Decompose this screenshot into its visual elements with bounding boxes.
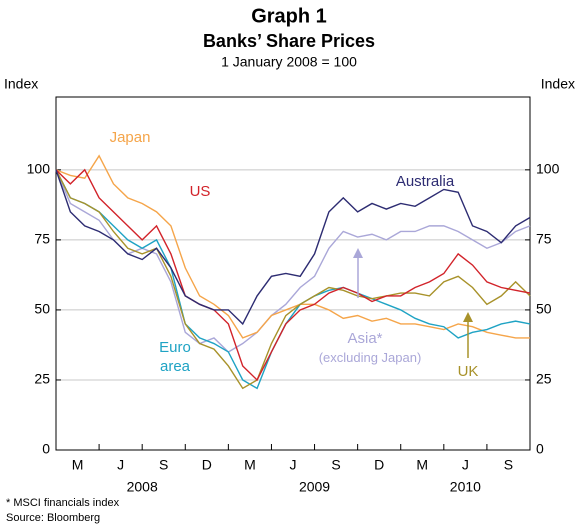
series-line (55, 169, 531, 326)
series-line (55, 168, 531, 382)
x-tick-label: J (290, 457, 297, 473)
series-line (55, 169, 531, 390)
y-tick-label: 75 (34, 231, 50, 247)
y2-tick-label: 75 (536, 231, 552, 247)
plot-frame (55, 96, 531, 451)
y2-tick-label: 25 (536, 371, 552, 387)
x-tick-label: M (416, 457, 428, 473)
x-tick-label: J (117, 457, 124, 473)
series-label: UK (457, 363, 479, 380)
footnote: * MSCI financials index (6, 497, 120, 509)
series-line (55, 154, 530, 339)
series-label: Asia* (347, 330, 383, 347)
chart-subtitle: Banks’ Share Prices (203, 31, 375, 51)
y-tick-label: 0 (42, 441, 50, 457)
y2-tick-label: 50 (536, 301, 552, 317)
series-label: Euro area (159, 339, 191, 375)
y-tick-label: 25 (34, 371, 50, 387)
x-tick-label: D (374, 457, 384, 473)
series-label: US (189, 183, 211, 200)
asia-arrowhead (353, 248, 363, 258)
y-axis-label: Index (4, 76, 38, 92)
y2-tick-label: 100 (536, 161, 560, 177)
x-tick-label: M (244, 457, 256, 473)
x-tick-label: D (202, 457, 212, 473)
y-tick-label: 50 (34, 301, 50, 317)
y-tick-label: 100 (27, 161, 51, 177)
y2-axis-label: Index (541, 76, 575, 92)
x-tick-label: S (331, 457, 340, 473)
x-tick-label: S (504, 457, 513, 473)
x-tick-label: M (72, 457, 84, 473)
chart-note: 1 January 2008 = 100 (221, 54, 357, 70)
x-tick-label: S (159, 457, 168, 473)
chart-title: Graph 1 (251, 5, 327, 27)
year-label: 2009 (299, 479, 330, 495)
series-line (55, 169, 531, 390)
source: Source: Bloomberg (6, 512, 100, 524)
asia-note: (excluding Japan) (318, 350, 422, 365)
uk-arrowhead (463, 312, 473, 322)
series-label: Japan (109, 129, 151, 146)
year-label: 2008 (127, 479, 158, 495)
year-label: 2010 (450, 479, 481, 495)
x-tick-label: J (462, 457, 469, 473)
y2-tick-label: 0 (536, 441, 544, 457)
series-label: Australia (395, 173, 455, 190)
